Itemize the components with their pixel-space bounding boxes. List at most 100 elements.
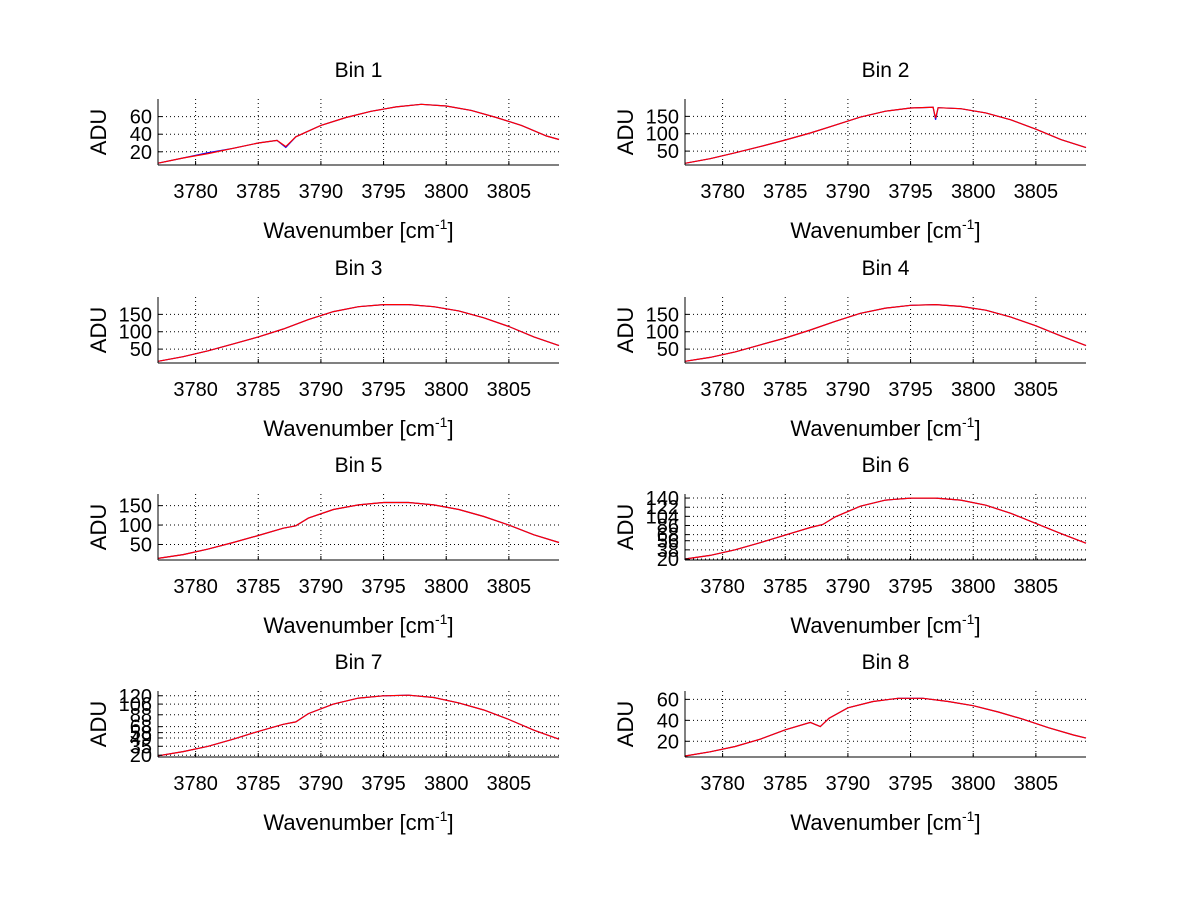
y-tick-label: 150 [646,106,679,128]
x-tick-label: 3790 [826,181,871,203]
x-tick-label: 3800 [424,576,469,598]
y-tick-label: 50 [657,141,679,163]
x-axis-label-superscript: -1 [962,216,975,232]
x-tick-label: 3780 [173,576,218,598]
x-tick-label: 3795 [361,576,406,598]
x-tick-label: 3800 [424,181,469,203]
y-tick-label: 104 [646,506,679,528]
y-tick-label: 20 [657,731,679,753]
plot-area [158,297,559,363]
y-axis-label: ADU [86,701,111,747]
x-axis-label-text: Wavenumber [cm [790,810,962,835]
x-tick-label: 3790 [299,773,344,795]
plot-area [158,494,559,560]
y-tick-label: 50 [657,339,679,361]
x-axis-label: Wavenumber [cm-1] [790,808,980,835]
x-tick-label: 3785 [763,379,808,401]
series-line-red [684,303,1087,362]
x-axis-label-superscript: -1 [435,414,448,430]
y-tick-label: 68 [130,717,152,739]
x-tick-label: 3785 [763,773,808,795]
x-axis-label-close: ] [974,810,980,835]
y-tick-label: 122 [646,497,679,519]
x-tick-label: 3805 [1014,379,1059,401]
x-axis-label-close: ] [974,416,980,441]
x-axis-label-superscript: -1 [962,808,975,824]
y-tick-label: 49 [130,728,152,750]
y-tick-label: 100 [119,515,152,537]
plot-area [685,691,1086,757]
y-tick-label: 20 [130,142,152,164]
x-tick-label: 3795 [888,181,933,203]
x-tick-label: 3805 [1014,181,1059,203]
x-tick-label: 3790 [299,181,344,203]
series-line-red [684,497,1087,560]
chart-title: Bin 6 [862,454,910,477]
x-axis-label-superscript: -1 [962,414,975,430]
x-axis-label-text: Wavenumber [cm [790,218,962,243]
x-axis-label-close: ] [447,218,453,243]
x-axis-label-superscript: -1 [435,611,448,627]
x-tick-label: 3785 [763,181,808,203]
y-axis-label: ADU [613,504,638,550]
x-tick-label: 3780 [173,181,218,203]
chart-title: Bin 2 [862,59,910,82]
y-tick-label: 20 [657,549,679,571]
y-tick-label: 106 [119,694,152,716]
y-tick-label: 60 [657,689,679,711]
y-axis-label: ADU [86,109,111,155]
x-tick-label: 3795 [888,576,933,598]
x-axis-label: Wavenumber [cm-1] [263,414,453,441]
x-tick-label: 3790 [299,576,344,598]
x-axis-label-superscript: -1 [435,808,448,824]
x-axis-label-close: ] [447,810,453,835]
x-axis-label: Wavenumber [cm-1] [790,216,980,243]
x-tick-label: 3785 [236,181,281,203]
x-tick-label: 3805 [487,773,532,795]
x-axis-label-text: Wavenumber [cm [263,218,435,243]
plot-area [685,99,1086,165]
y-tick-label: 20 [130,745,152,767]
x-tick-label: 3795 [361,181,406,203]
y-axis-label: ADU [86,504,111,550]
y-tick-label: 150 [119,304,152,326]
x-tick-label: 3790 [826,773,871,795]
plot-area [685,297,1086,363]
series-line-red [157,694,560,757]
x-tick-label: 3780 [173,379,218,401]
x-axis-label: Wavenumber [cm-1] [263,611,453,638]
x-tick-label: 3800 [951,181,996,203]
y-tick-label: 120 [119,686,152,708]
x-tick-label: 3780 [173,773,218,795]
x-tick-label: 3785 [236,773,281,795]
x-tick-label: 3800 [951,379,996,401]
y-tick-label: 68 [657,525,679,547]
x-axis-label-text: Wavenumber [cm [263,613,435,638]
y-tick-label: 50 [130,339,152,361]
x-tick-label: 3790 [826,379,871,401]
series-line-red [157,103,560,164]
x-axis-label-text: Wavenumber [cm [263,416,435,441]
x-tick-label: 3805 [487,576,532,598]
y-axis-label: ADU [613,307,638,353]
y-axis-label: ADU [613,109,638,155]
x-axis-label-text: Wavenumber [cm [790,613,962,638]
x-tick-label: 3795 [361,773,406,795]
x-axis-label-superscript: -1 [435,216,448,232]
x-tick-label: 3805 [1014,773,1059,795]
x-tick-label: 3800 [424,773,469,795]
x-tick-label: 3780 [700,773,745,795]
series-line-red [684,106,1087,164]
x-axis-label: Wavenumber [cm-1] [790,414,980,441]
x-tick-label: 3790 [299,379,344,401]
chart-title: Bin 8 [862,651,910,674]
y-tick-label: 40 [657,710,679,732]
y-tick-label: 100 [646,322,679,344]
chart-title: Bin 7 [335,651,383,674]
x-tick-label: 3805 [487,379,532,401]
y-tick-label: 86 [657,515,679,537]
x-tick-label: 3800 [424,379,469,401]
x-axis-label: Wavenumber [cm-1] [263,216,453,243]
y-axis-label: ADU [613,701,638,747]
x-axis-label: Wavenumber [cm-1] [263,808,453,835]
